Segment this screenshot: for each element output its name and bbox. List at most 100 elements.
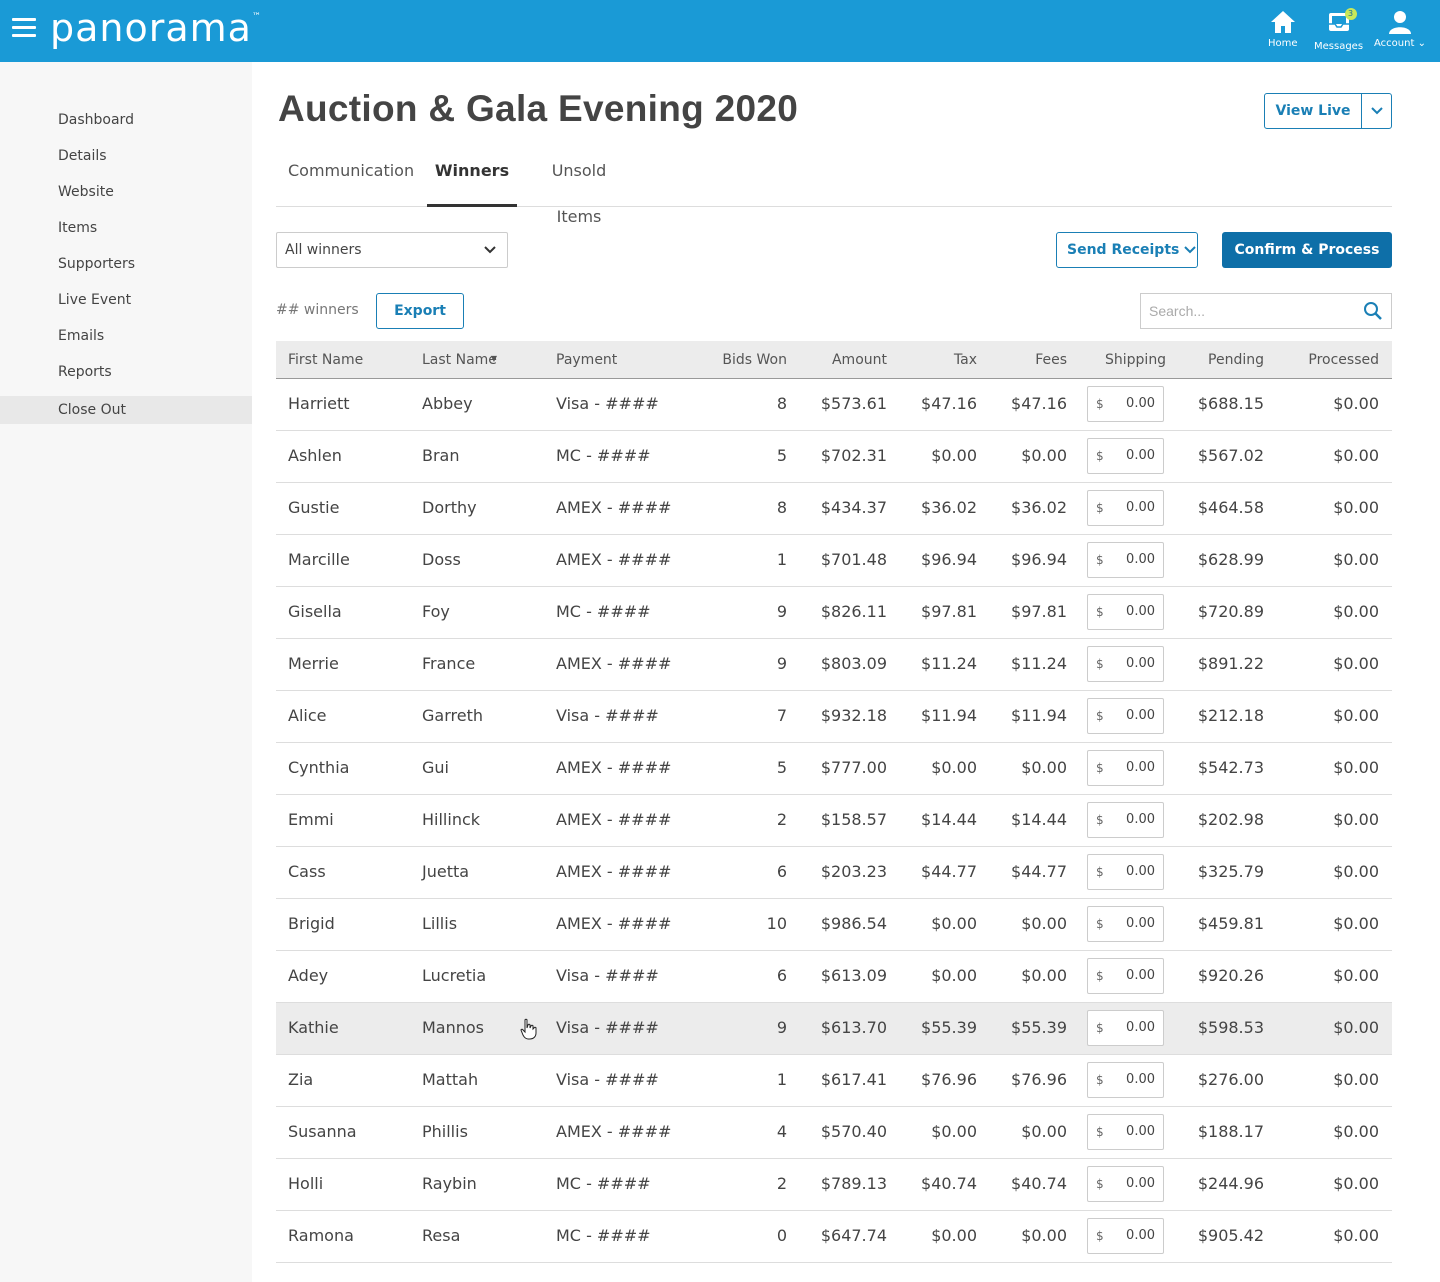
menu-icon[interactable]	[12, 18, 36, 42]
table-row[interactable]: Marcille Doss AMEX - #### 1 $701.48 $96.94 $96…	[276, 535, 1392, 587]
cell-amount: $932.18	[820, 706, 887, 725]
shipping-input[interactable]: $0.00	[1087, 1062, 1164, 1098]
cell-fees: $0.00	[1021, 446, 1067, 465]
col-fees[interactable]: Fees	[1035, 352, 1067, 368]
sidebar-item-dashboard[interactable]: Dashboard	[58, 112, 134, 128]
shipping-input[interactable]: $0.00	[1087, 594, 1164, 630]
shipping-input[interactable]: $0.00	[1087, 750, 1164, 786]
export-button[interactable]: Export	[376, 293, 464, 329]
sidebar-item-supporters[interactable]: Supporters	[58, 256, 136, 272]
sidebar-item-reports[interactable]: Reports	[58, 364, 112, 380]
cell-last-name: Abbey	[422, 394, 473, 413]
cell-fees: $11.24	[1011, 654, 1067, 673]
cell-fees: $14.44	[1011, 810, 1067, 829]
shipping-value: 0.00	[1126, 552, 1155, 567]
cell-bids-won: 7	[776, 706, 787, 725]
sidebar-item-live-event[interactable]: Live Event	[58, 292, 132, 308]
winners-filter-select[interactable]: All winners	[276, 232, 508, 268]
col-last-name-label: Last Name	[422, 352, 497, 368]
shipping-currency: $	[1096, 605, 1104, 619]
table-row[interactable]: Merrie France AMEX - #### 9 $803.09 $11.24 $11…	[276, 639, 1392, 691]
cell-pending: $891.22	[1197, 654, 1264, 673]
table-row[interactable]: Ashlen Bran MC - #### 5 $702.31 $0.00 $0.00 $56…	[276, 431, 1392, 483]
sidebar-item-items[interactable]: Items	[58, 220, 98, 236]
top-bar: panorama™ Home 3 Messages Account ⌄	[0, 0, 1440, 62]
shipping-input[interactable]: $0.00	[1087, 1114, 1164, 1150]
cell-last-name: Phillis	[422, 1122, 468, 1141]
logo[interactable]: panorama™	[50, 6, 262, 50]
col-first-name[interactable]: First Name	[288, 352, 364, 368]
cell-processed: $0.00	[1333, 706, 1379, 725]
table-row[interactable]: Alice Garreth Visa - #### 7 $932.18 $11.94 $11…	[276, 691, 1392, 743]
sidebar-item-close-out[interactable]: Close Out	[0, 396, 252, 424]
shipping-input[interactable]: $0.00	[1087, 698, 1164, 734]
shipping-input[interactable]: $0.00	[1087, 542, 1164, 578]
table-row[interactable]: Cynthia Gui AMEX - #### 5 $777.00 $0.00 $0.00 $…	[276, 743, 1392, 795]
col-last-name[interactable]: Last Name▼	[422, 341, 503, 379]
cell-tax: $96.94	[921, 550, 977, 569]
sidebar-item-details[interactable]: Details	[58, 148, 107, 164]
cell-processed: $0.00	[1333, 810, 1379, 829]
nav-account[interactable]: Account ⌄	[1374, 10, 1426, 49]
cell-processed: $0.00	[1333, 1226, 1379, 1245]
shipping-input[interactable]: $0.00	[1087, 1218, 1164, 1254]
cell-amount: $158.57	[820, 810, 887, 829]
table-row[interactable]: Holli Raybin MC - #### 2 $789.13 $40.74 $40.74…	[276, 1159, 1392, 1211]
col-shipping[interactable]: Shipping	[1105, 352, 1167, 368]
cell-bids-won: 5	[776, 446, 787, 465]
cell-first-name: Ramona	[288, 1226, 354, 1245]
tab-unsold-items[interactable]: Unsold Items	[551, 161, 607, 226]
cell-first-name: Marcille	[288, 550, 350, 569]
shipping-input[interactable]: $0.00	[1087, 646, 1164, 682]
cell-processed: $0.00	[1333, 1018, 1379, 1037]
table-row[interactable]: Emmi Hillinck AMEX - #### 2 $158.57 $14.44 $14…	[276, 795, 1392, 847]
col-payment[interactable]: Payment	[556, 352, 618, 368]
nav-messages[interactable]: 3 Messages	[1314, 8, 1363, 52]
cell-amount: $777.00	[820, 758, 887, 777]
tab-winners[interactable]: Winners	[427, 148, 517, 207]
search-icon[interactable]	[1363, 301, 1383, 325]
shipping-input[interactable]: $0.00	[1087, 490, 1164, 526]
table-row[interactable]: Brigid Lillis AMEX - #### 10 $986.54 $0.00 $0.…	[276, 899, 1392, 951]
shipping-input[interactable]: $0.00	[1087, 1166, 1164, 1202]
shipping-input[interactable]: $0.00	[1087, 854, 1164, 890]
shipping-input[interactable]: $0.00	[1087, 802, 1164, 838]
shipping-input[interactable]: $0.00	[1087, 906, 1164, 942]
shipping-input[interactable]: $0.00	[1087, 958, 1164, 994]
table-row[interactable]: Harriett Abbey Visa - #### 8 $573.61 $47.16 $4…	[276, 379, 1392, 431]
shipping-input[interactable]: $0.00	[1087, 1010, 1164, 1046]
search-input[interactable]	[1147, 302, 1351, 320]
table-row[interactable]: Zia Mattah Visa - #### 1 $617.41 $76.96 $76.96…	[276, 1055, 1392, 1107]
send-receipts-button[interactable]: Send Receipts	[1056, 232, 1198, 268]
table-row[interactable]: Gisella Foy MC - #### 9 $826.11 $97.81 $97.81 $…	[276, 587, 1392, 639]
shipping-input[interactable]: $0.00	[1087, 386, 1164, 422]
table-row[interactable]: Susanna Phillis AMEX - #### 4 $570.40 $0.00 $0…	[276, 1107, 1392, 1159]
table-row[interactable]: Gustie Dorthy AMEX - #### 8 $434.37 $36.02 $36…	[276, 483, 1392, 535]
col-pending[interactable]: Pending	[1208, 352, 1264, 368]
view-live-dropdown[interactable]	[1361, 94, 1392, 128]
shipping-input[interactable]: $0.00	[1087, 438, 1164, 474]
view-live-button[interactable]: View Live	[1264, 93, 1392, 129]
confirm-process-button[interactable]: Confirm & Process	[1222, 232, 1392, 268]
page-title: Auction & Gala Evening 2020	[278, 88, 799, 129]
col-bids-won[interactable]: Bids Won	[722, 352, 787, 368]
cell-last-name: Garreth	[422, 706, 483, 725]
cell-pending: $212.18	[1197, 706, 1264, 725]
tab-communication[interactable]: Communication	[288, 161, 415, 180]
col-tax[interactable]: Tax	[953, 352, 977, 368]
col-processed[interactable]: Processed	[1308, 352, 1379, 368]
cell-last-name: Doss	[422, 550, 461, 569]
nav-home[interactable]: Home	[1268, 10, 1298, 49]
col-amount[interactable]: Amount	[831, 352, 887, 368]
messages-icon	[1328, 13, 1349, 31]
sidebar-item-website[interactable]: Website	[58, 184, 114, 200]
table-row[interactable]: Kathie Mannos Visa - #### 9 $613.70 $55.39 $55…	[276, 1003, 1392, 1055]
table-row[interactable]: Cass Juetta AMEX - #### 6 $203.23 $44.77 $44.7…	[276, 847, 1392, 899]
table-row[interactable]: Ramona Resa MC - #### 0 $647.74 $0.00 $0.00 $90…	[276, 1211, 1392, 1263]
cell-payment: Visa - ####	[556, 1018, 659, 1037]
sidebar-item-emails[interactable]: Emails	[58, 328, 105, 344]
table-row[interactable]: Adey Lucretia Visa - #### 6 $613.09 $0.00 $0.0…	[276, 951, 1392, 1003]
shipping-value: 0.00	[1126, 916, 1155, 931]
cell-first-name: Susanna	[288, 1122, 357, 1141]
shipping-currency: $	[1096, 657, 1104, 671]
